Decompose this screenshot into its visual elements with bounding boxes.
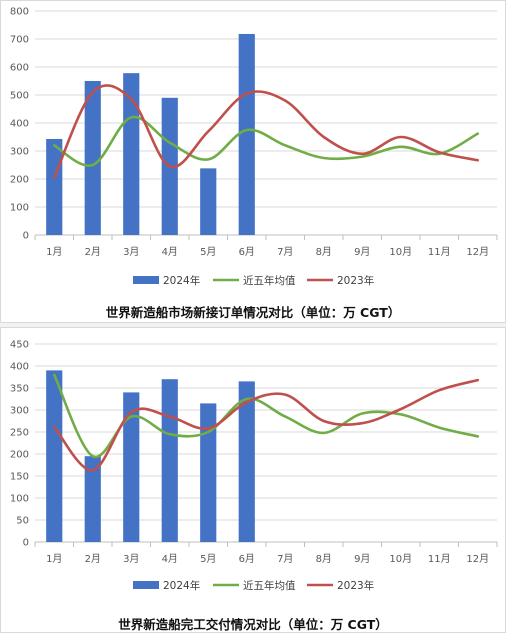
y-tick-label: 200 [10, 175, 29, 186]
y-tick-label: 400 [10, 119, 29, 130]
y-tick-label: 700 [10, 35, 29, 46]
bar-2024 [200, 168, 217, 235]
y-tick-label: 800 [10, 7, 29, 18]
legend-label: 2023年 [337, 579, 374, 592]
x-tick-label: 7月 [277, 246, 293, 258]
legend-swatch-bar [133, 581, 159, 589]
x-tick-label: 6月 [239, 553, 255, 565]
y-tick-label: 100 [10, 203, 29, 214]
bar-2024 [123, 73, 140, 235]
x-tick-label: 12月 [466, 246, 489, 258]
x-tick-label: 11月 [428, 246, 451, 258]
series-line-five-year-avg [52, 373, 480, 459]
x-tick-label: 9月 [354, 553, 370, 565]
x-tick-label: 5月 [200, 553, 216, 565]
new-orders-chart: 0 100 200 300 400 500 600 700 800 1月 2月 3月 4月 5月 6月 7月 8… [10, 7, 498, 287]
y-tick-label: 300 [10, 147, 29, 158]
panel-divider [0, 323, 506, 327]
y-tick-label: 400 [10, 362, 29, 373]
bar-2024 [123, 392, 140, 542]
legend-label: 近五年均值 [243, 274, 296, 287]
legend-label: 2024年 [163, 274, 200, 287]
x-tick-label: 7月 [277, 553, 293, 565]
bar-2024 [84, 456, 101, 542]
x-tick-label: 8月 [316, 553, 332, 565]
chart-panel-new-orders: 0 100 200 300 400 500 600 700 800 1月 2月 3月 4月 5月 6月 7月 8… [0, 0, 506, 323]
series-line-2023 [52, 378, 480, 472]
y-tick-label: 150 [10, 472, 29, 483]
legend-label: 近五年均值 [243, 579, 296, 592]
bar-2024 [161, 379, 178, 542]
x-tick-label: 10月 [389, 246, 412, 258]
y-tick-label: 500 [10, 91, 29, 102]
x-tick-label: 1月 [46, 246, 62, 258]
y-tick-label: 600 [10, 63, 29, 74]
x-tick-label: 4月 [162, 246, 178, 258]
x-tick-label: 9月 [354, 246, 370, 258]
x-tick-label: 3月 [123, 553, 139, 565]
y-tick-label: 250 [10, 428, 29, 439]
x-tick-label: 3月 [123, 246, 139, 258]
legend-label: 2024年 [163, 579, 200, 592]
series-line-five-year-avg [52, 115, 480, 167]
chart-title-new-orders: 世界新造船市场新接订单情况对比（单位：万 CGT） [105, 305, 401, 320]
y-tick-label: 0 [23, 231, 29, 242]
y-tick-label: 50 [16, 516, 29, 527]
deliveries-chart: 0 50 100 150 200 250 300 350 400 450 1月 2月 3月 4月 5月 6月 7… [10, 340, 498, 592]
x-tick-label: 10月 [389, 553, 412, 565]
y-tick-label: 0 [23, 538, 29, 549]
x-tick-label: 6月 [239, 246, 255, 258]
y-tick-label: 300 [10, 406, 29, 417]
legend-swatch-bar [133, 276, 159, 284]
bar-2024 [46, 370, 63, 542]
y-tick-label: 350 [10, 384, 29, 395]
bar-2024 [238, 33, 255, 236]
bar-2024 [200, 403, 217, 542]
x-tick-label: 8月 [316, 246, 332, 258]
x-tick-label: 12月 [466, 553, 489, 565]
y-tick-label: 100 [10, 494, 29, 505]
x-tick-label: 4月 [162, 553, 178, 565]
chart-title-deliveries: 世界新造船完工交付情况对比（单位：万 CGT） [118, 617, 388, 632]
y-tick-label: 450 [10, 340, 29, 351]
y-tick-label: 200 [10, 450, 29, 461]
x-tick-label: 1月 [46, 553, 62, 565]
series-line-2023 [52, 84, 480, 179]
x-tick-label: 2月 [85, 246, 101, 258]
legend-label: 2023年 [337, 274, 374, 287]
x-tick-label: 5月 [200, 246, 216, 258]
chart-panel-deliveries: 0 50 100 150 200 250 300 350 400 450 1月 2月 3月 4月 5月 6月 7… [0, 327, 506, 633]
x-tick-label: 11月 [428, 553, 451, 565]
bar-2024 [84, 81, 101, 235]
bar-2024 [46, 138, 63, 235]
bar-2024 [238, 381, 255, 542]
x-tick-label: 2月 [85, 553, 101, 565]
